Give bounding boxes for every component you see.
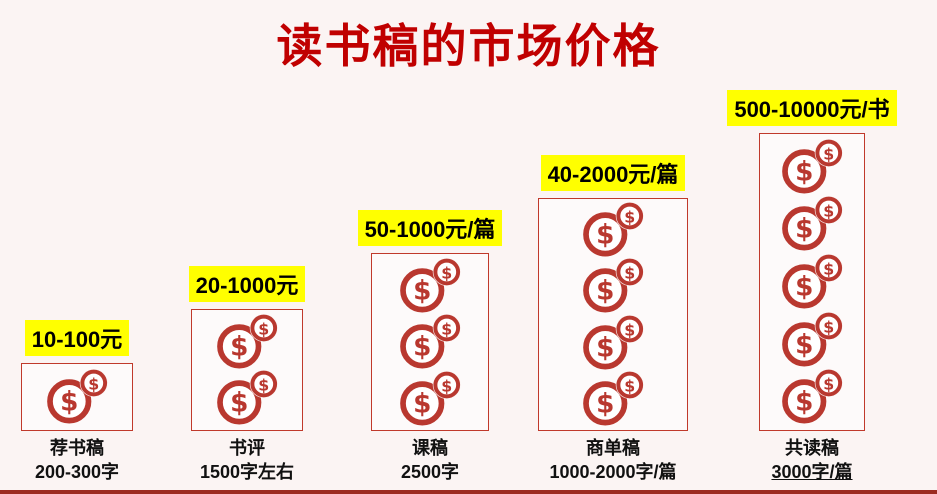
coin-box: $ $ <box>21 363 133 431</box>
svg-text:$: $ <box>441 376 452 395</box>
category-name: 书评 <box>229 438 265 458</box>
dollar-coins-icon: $ $ <box>579 202 647 258</box>
dollar-coins-icon: $ $ <box>579 314 647 371</box>
dollar-coins-icon: $ $ <box>778 138 846 195</box>
svg-text:$: $ <box>258 376 269 395</box>
word-count: 1500字左右 <box>199 462 295 482</box>
bottom-divider <box>0 490 937 494</box>
svg-text:$: $ <box>795 330 813 360</box>
dollar-coins-icon: $ $ <box>778 311 846 368</box>
svg-text:$: $ <box>258 319 269 338</box>
svg-text:$: $ <box>795 157 813 187</box>
svg-text:$: $ <box>413 389 431 419</box>
coin-box: $ $ $ $ <box>191 309 303 431</box>
category-name: 共读稿 <box>785 438 839 458</box>
svg-text:$: $ <box>624 264 635 283</box>
chart-column-4: 40-2000元/篇 $ $ $ $ $ $ $ $ 商单稿 1000-2000… <box>528 155 698 484</box>
dollar-coins-icon: $ $ <box>396 257 464 314</box>
svg-text:$: $ <box>230 389 248 419</box>
dollar-coins-icon: $ $ <box>778 196 846 252</box>
svg-text:$: $ <box>624 320 635 339</box>
svg-text:$: $ <box>823 259 834 278</box>
price-badge: 10-100元 <box>24 320 130 356</box>
svg-text:$: $ <box>624 376 635 395</box>
word-count: 2500字 <box>400 462 460 482</box>
svg-text:$: $ <box>596 221 614 251</box>
svg-text:$: $ <box>596 277 614 307</box>
svg-text:$: $ <box>413 276 431 306</box>
dollar-coins-icon: $ $ <box>579 258 647 314</box>
category-name: 荐书稿 <box>50 438 104 458</box>
chart-column-5: 500-10000元/书 $ $ $ $ $ $ $ $ $ $ 共读稿 <box>712 90 912 484</box>
dollar-coins-icon: $ $ <box>778 369 846 425</box>
svg-text:$: $ <box>795 273 813 303</box>
svg-text:$: $ <box>441 263 452 282</box>
chart-column-2: 20-1000元 $ $ $ $ 书评 1500字左右 <box>182 266 312 484</box>
coin-box: $ $ $ $ $ $ <box>371 253 489 431</box>
word-count: 1000-2000字/篇 <box>549 462 677 482</box>
svg-text:$: $ <box>823 144 834 163</box>
dollar-coins-icon: $ $ <box>213 313 281 370</box>
price-badge: 500-10000元/书 <box>727 90 897 126</box>
svg-text:$: $ <box>795 388 813 418</box>
dollar-coins-icon: $ $ <box>579 370 647 427</box>
svg-text:$: $ <box>230 332 248 362</box>
category-name: 商单稿 <box>586 438 640 458</box>
svg-text:$: $ <box>60 388 78 418</box>
chart-column-3: 50-1000元/篇 $ $ $ $ $ $ 课稿 2500字 <box>345 210 515 484</box>
svg-text:$: $ <box>795 215 813 245</box>
page-title: 读书稿的市场价格 <box>276 20 661 72</box>
coin-box: $ $ $ $ $ $ $ $ $ $ <box>759 133 865 431</box>
svg-text:$: $ <box>823 375 834 394</box>
coin-box: $ $ $ $ $ $ $ $ <box>538 198 688 431</box>
price-badge: 40-2000元/篇 <box>540 155 686 191</box>
svg-text:$: $ <box>624 208 635 227</box>
chart-column-1: 10-100元 $ $ 荐书稿 200-300字 <box>12 320 142 484</box>
svg-text:$: $ <box>823 317 834 336</box>
word-count: 200-300字 <box>34 462 120 482</box>
category-name: 课稿 <box>412 438 448 458</box>
word-count: 3000字/篇 <box>771 462 853 482</box>
dollar-coins-icon: $ $ <box>396 314 464 370</box>
dollar-coins-icon: $ $ <box>396 370 464 427</box>
svg-text:$: $ <box>88 374 99 393</box>
dollar-coins-icon: $ $ <box>778 253 846 310</box>
svg-text:$: $ <box>596 333 614 363</box>
svg-text:$: $ <box>596 389 614 419</box>
svg-text:$: $ <box>823 202 834 221</box>
dollar-coins-icon: $ $ <box>43 369 111 425</box>
price-badge: 20-1000元 <box>188 266 306 302</box>
price-badge: 50-1000元/篇 <box>357 210 503 246</box>
svg-text:$: $ <box>441 319 452 338</box>
svg-text:$: $ <box>413 333 431 363</box>
dollar-coins-icon: $ $ <box>213 370 281 426</box>
